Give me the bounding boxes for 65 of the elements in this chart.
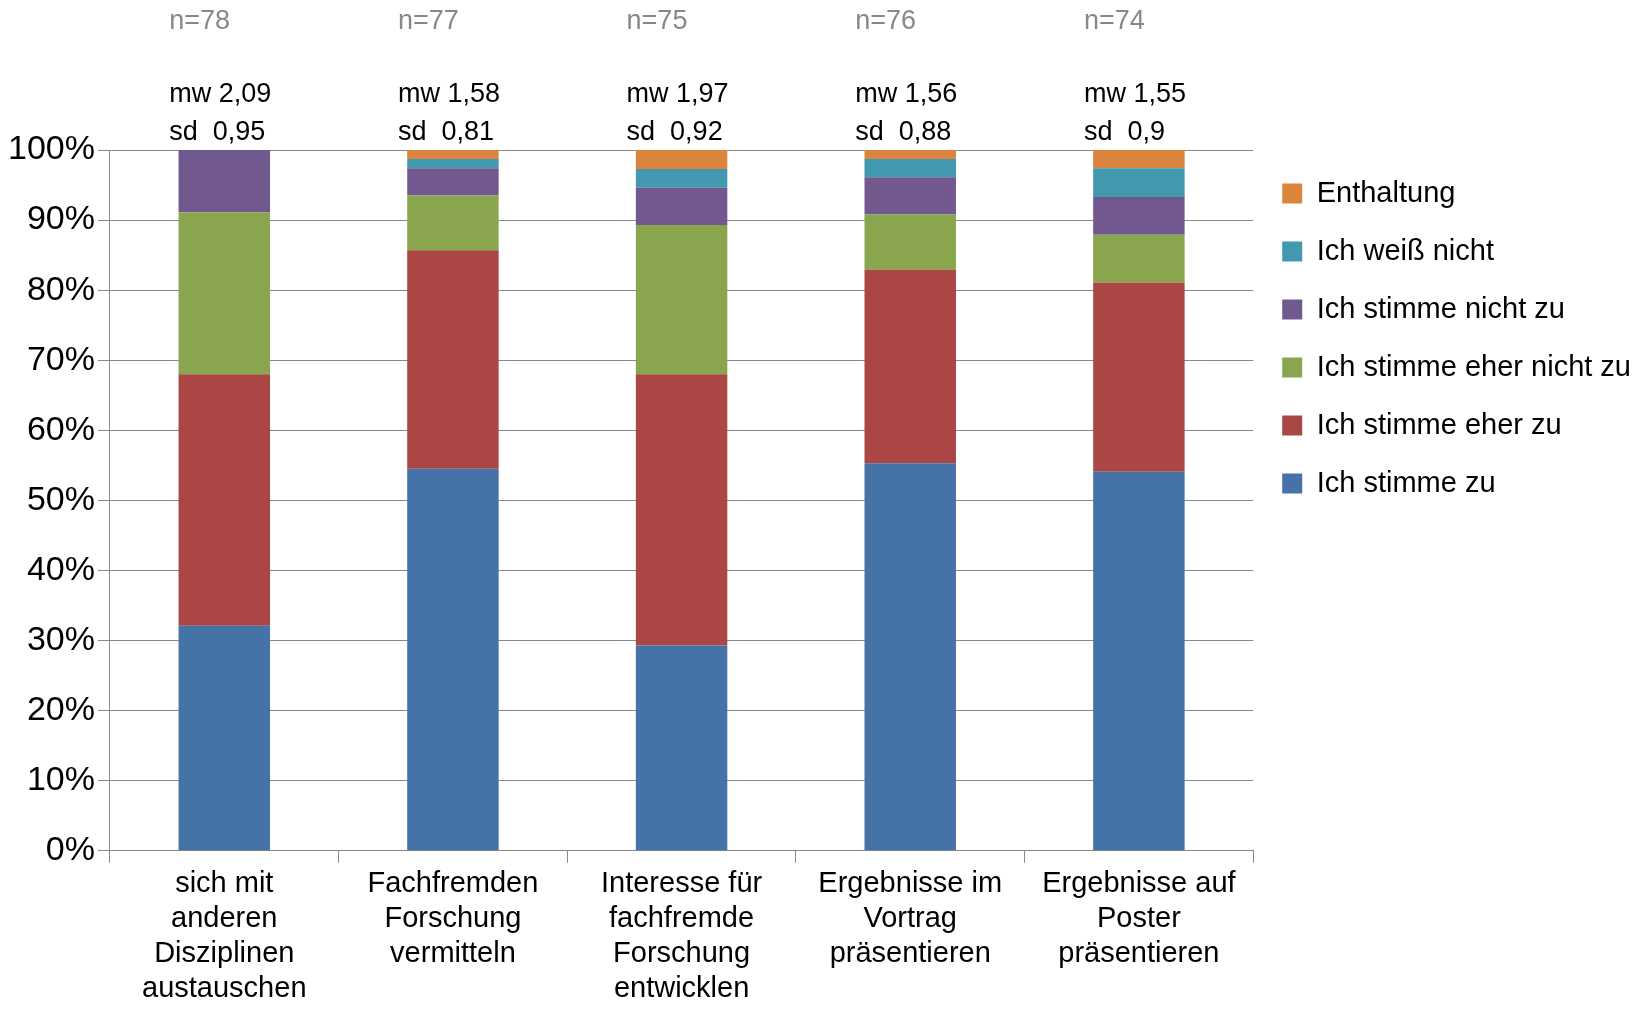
text: mw 1,97 [626, 78, 729, 109]
bar [178, 212, 271, 375]
x-tick-label: Interesse für fachfremde Forschung entwicklen [600, 866, 763, 1003]
bar [407, 250, 499, 469]
text: mw 1,56 [855, 78, 958, 109]
text: n=75 [626, 5, 688, 36]
y-tick-label: 20% [26, 689, 95, 728]
y-tick-label: 80% [26, 268, 95, 307]
text: mw 1,58 [397, 78, 500, 109]
bar [1093, 282, 1185, 472]
legend-label: Ich stimme eher zu [1316, 407, 1562, 440]
bar [864, 159, 956, 178]
y-tick-label: 70% [26, 338, 95, 377]
bar [864, 269, 956, 464]
text: sd 0,88 [855, 116, 952, 147]
bar [635, 645, 728, 851]
y-tick-label: 100% [7, 128, 95, 167]
text: sd 0,95 [169, 116, 266, 147]
x-tick-label: Ergebnisse im Vortrag präsentieren [818, 866, 1003, 968]
text: mw 2,09 [169, 78, 272, 109]
y-tick-label: 50% [26, 478, 95, 517]
bar [635, 168, 728, 188]
bar [178, 625, 271, 851]
bar [1093, 168, 1185, 197]
y-tick-label: 60% [26, 408, 95, 447]
bar [1093, 150, 1185, 169]
legend-label: Ich stimme zu [1316, 465, 1496, 498]
text: sd 0,9 [1083, 116, 1165, 147]
x-tick-label: Ergebnisse auf Poster präsentieren [1042, 866, 1237, 968]
bar [864, 177, 956, 215]
y-tick-label: 90% [26, 198, 95, 237]
bar [1093, 234, 1185, 283]
bar [635, 224, 728, 375]
y-tick-label: 40% [26, 548, 95, 587]
legend-label: Ich weiß nicht [1316, 233, 1495, 266]
bar [635, 150, 728, 169]
legend-label: Ich stimme nicht zu [1316, 291, 1565, 324]
text: n=76 [855, 5, 917, 36]
x-tick-label: sich mit anderen Disziplinen austauschen [142, 866, 307, 1003]
bar [407, 195, 499, 251]
bar [635, 374, 728, 646]
legend-label: Ich stimme eher nicht zu [1316, 349, 1632, 382]
legend-label: Enthaltung [1316, 175, 1456, 208]
bar [864, 214, 956, 270]
y-tick-label: 0% [45, 829, 95, 868]
bar [178, 374, 271, 626]
x-tick-label: Fachfremden Forschung vermitteln [367, 866, 539, 968]
bar [864, 150, 956, 160]
bar [178, 150, 271, 213]
bar [635, 187, 728, 225]
bar [407, 468, 499, 851]
text: n=74 [1083, 5, 1145, 36]
y-tick-label: 10% [26, 759, 95, 798]
text: n=78 [169, 5, 231, 36]
bar [864, 463, 956, 851]
y-tick-label: 30% [26, 618, 95, 657]
text: mw 1,55 [1083, 78, 1186, 109]
text: sd 0,81 [397, 116, 495, 147]
bar [407, 150, 499, 160]
bar [1093, 471, 1185, 851]
text: n=77 [397, 5, 459, 36]
text: sd 0,92 [626, 116, 723, 147]
bar [1093, 196, 1185, 235]
bar [407, 168, 499, 196]
bar [407, 159, 499, 169]
